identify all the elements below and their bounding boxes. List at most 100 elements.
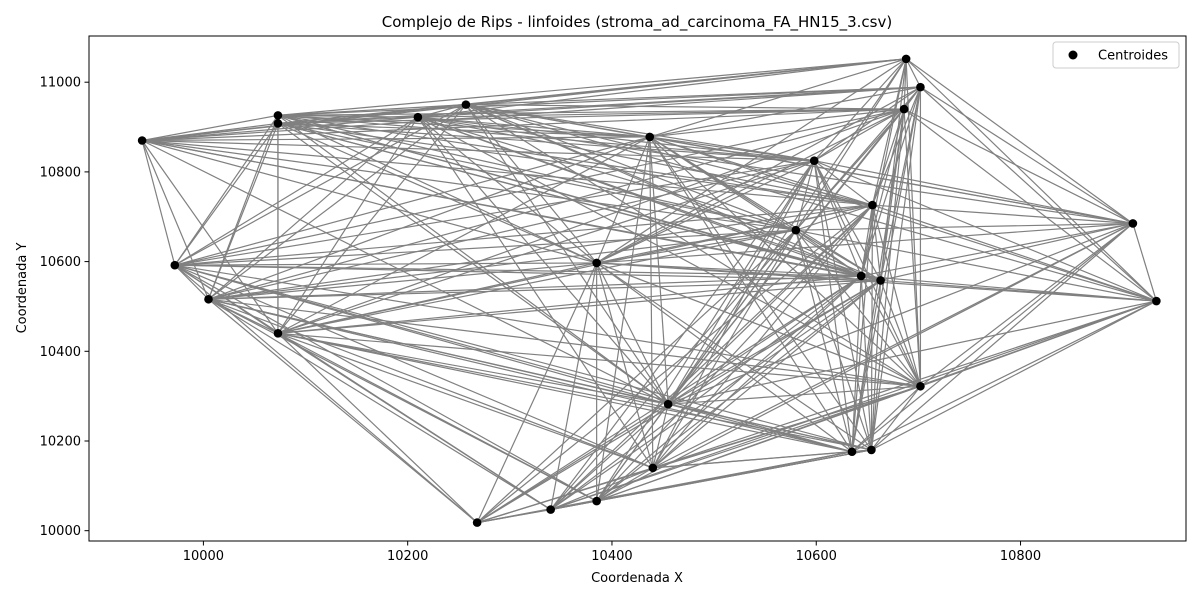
edge-line bbox=[903, 109, 922, 387]
edge-line bbox=[652, 279, 881, 469]
edge-line bbox=[905, 58, 921, 88]
edge-line bbox=[870, 280, 882, 450]
edge-line bbox=[417, 116, 598, 264]
edge-line bbox=[550, 467, 654, 511]
centroid-point bbox=[1152, 296, 1161, 306]
edge-line bbox=[813, 58, 907, 162]
legend-marker-icon bbox=[1068, 50, 1078, 60]
edge-line bbox=[667, 160, 815, 405]
edge-line bbox=[208, 116, 419, 300]
edge-line bbox=[417, 116, 796, 231]
centroid-point bbox=[170, 260, 180, 270]
edge-line bbox=[851, 385, 921, 453]
edge-line bbox=[795, 58, 907, 231]
edge-line bbox=[208, 279, 881, 300]
centroid-point bbox=[273, 111, 283, 120]
edge-line bbox=[870, 205, 874, 450]
edge-line bbox=[871, 205, 882, 281]
edge-line bbox=[277, 332, 552, 511]
edge-line bbox=[174, 160, 815, 266]
edge-line bbox=[795, 230, 853, 452]
edge-line bbox=[596, 58, 907, 264]
edge-line bbox=[649, 136, 669, 405]
edge-line bbox=[851, 87, 922, 452]
edge-line bbox=[476, 204, 873, 524]
edge-line bbox=[872, 204, 1133, 225]
edge-line bbox=[667, 279, 881, 405]
edge-line bbox=[277, 114, 796, 231]
edge-line bbox=[141, 139, 597, 264]
edge-line bbox=[550, 275, 862, 511]
edge-line bbox=[465, 58, 907, 106]
edge-line bbox=[851, 275, 862, 452]
edge-line bbox=[417, 116, 669, 405]
edge-line bbox=[668, 403, 872, 451]
edge-line bbox=[277, 332, 853, 453]
centroid-point bbox=[1128, 219, 1138, 228]
edge-line bbox=[903, 58, 907, 110]
centroid-point bbox=[916, 381, 925, 391]
edge-line bbox=[652, 222, 1134, 469]
edge-line bbox=[142, 136, 650, 142]
y-tick-label: 10800 bbox=[40, 165, 81, 180]
edge-line bbox=[860, 275, 873, 450]
edge-line bbox=[851, 300, 1157, 453]
edge-line bbox=[277, 108, 905, 116]
edge-line bbox=[141, 140, 279, 334]
edge-line bbox=[596, 467, 654, 502]
plot-frame bbox=[88, 35, 1187, 542]
edge-line bbox=[860, 58, 907, 277]
edge-line bbox=[861, 222, 1134, 277]
edge-line bbox=[277, 279, 881, 334]
edge-line bbox=[649, 86, 921, 138]
edge-line bbox=[667, 229, 797, 405]
edge-line bbox=[880, 222, 1134, 282]
edge-line bbox=[905, 58, 1157, 302]
edge-line bbox=[903, 108, 1157, 302]
edge-line bbox=[174, 264, 881, 282]
centroid-point bbox=[592, 258, 601, 268]
edge-line bbox=[277, 114, 881, 282]
x-tick-label: 10600 bbox=[796, 549, 837, 564]
edge-line bbox=[813, 160, 1157, 302]
edge-line bbox=[880, 280, 921, 387]
edge-line bbox=[277, 116, 419, 334]
edge-line bbox=[596, 108, 905, 264]
edge-line bbox=[649, 136, 654, 468]
edge-line bbox=[465, 104, 598, 264]
y-tick-label: 11000 bbox=[40, 76, 81, 91]
edge-line bbox=[649, 136, 872, 451]
edge-line bbox=[596, 262, 872, 451]
y-tick-label: 10200 bbox=[40, 434, 81, 449]
edge-line bbox=[465, 104, 1157, 302]
edge-line bbox=[667, 275, 862, 405]
edge-line bbox=[872, 204, 1157, 302]
edge-line bbox=[476, 229, 797, 524]
edge-line bbox=[550, 262, 598, 510]
edge-line bbox=[667, 403, 853, 453]
centroid-point bbox=[546, 505, 555, 514]
centroid-point bbox=[461, 100, 471, 109]
edge-line bbox=[871, 300, 1157, 451]
centroid-point bbox=[809, 156, 819, 165]
edge-line bbox=[652, 275, 862, 469]
edge-line bbox=[880, 58, 907, 281]
edge-line bbox=[813, 86, 921, 162]
edge-line bbox=[141, 140, 176, 266]
edge-line bbox=[596, 262, 853, 453]
edge-line bbox=[142, 114, 279, 142]
edge-line bbox=[277, 114, 669, 405]
edge-line bbox=[277, 332, 478, 524]
edge-line bbox=[813, 160, 862, 277]
x-tick-label: 10000 bbox=[183, 549, 224, 564]
edge-line bbox=[795, 160, 815, 231]
edge-line bbox=[141, 140, 210, 300]
edge-line bbox=[174, 264, 597, 502]
edge-line bbox=[596, 136, 651, 264]
edge-line bbox=[814, 160, 1134, 225]
edge-line bbox=[208, 298, 551, 511]
x-tick-label: 10800 bbox=[1000, 549, 1041, 564]
edge-line bbox=[174, 116, 419, 266]
edge-line bbox=[871, 204, 922, 387]
edge-line bbox=[649, 136, 853, 453]
